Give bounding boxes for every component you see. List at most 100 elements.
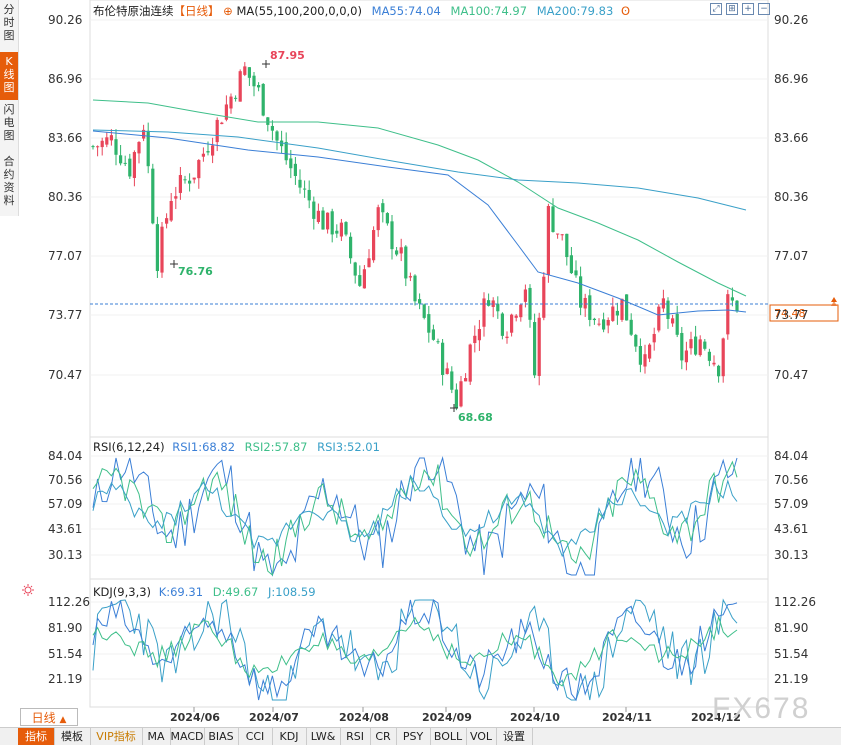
low-marker-label-2: 68.68 (458, 411, 493, 424)
date-axis-label: 2024/07 (249, 711, 299, 724)
watermark-logo: FX678 (712, 692, 811, 725)
candle-body (96, 146, 100, 148)
candle-body (666, 300, 670, 319)
candle-body (694, 336, 698, 355)
ma-settings-label[interactable]: MA(55,100,200,0,0,0) (236, 4, 362, 18)
candle-body (316, 210, 320, 222)
tab-contract-info[interactable]: 合约资料 (0, 152, 18, 216)
current-price-label: 74.48 (774, 307, 806, 320)
price-tick-right: 77.07 (774, 249, 808, 263)
candle-body (698, 339, 702, 356)
indicator-tab-3[interactable]: MA (142, 728, 171, 745)
price-up-arrow-icon (831, 297, 837, 302)
candle-body (427, 314, 431, 333)
candle-body (569, 255, 573, 274)
indicator-tab-14[interactable]: 设置 (496, 728, 533, 745)
kdj-k-value: K:69.31 (158, 585, 204, 599)
period-selector[interactable]: 日线 ▲ (20, 708, 78, 726)
kdj-tick-left: 81.90 (48, 621, 82, 635)
candle-body (220, 122, 224, 125)
indicator-tab-8[interactable]: LW& (306, 728, 341, 745)
ma200-value: MA200:79.83 (536, 4, 614, 18)
candle-body (376, 207, 380, 231)
candle-body (142, 129, 146, 139)
indicator-tab-12[interactable]: BOLL (430, 728, 467, 745)
candle-body (358, 275, 362, 286)
indicator-tab-5[interactable]: BIAS (204, 728, 239, 745)
indicator-tab-0[interactable]: 指标 (18, 728, 55, 745)
candle-body (431, 329, 435, 340)
expand-icon[interactable]: ⊞ (726, 3, 738, 15)
rsi2-value: RSI2:57.87 (244, 440, 308, 454)
candle-body (436, 341, 440, 343)
candle-body (109, 135, 113, 141)
date-axis-label: 2024/11 (602, 711, 652, 724)
indicator-tab-2[interactable]: VIP指标 (90, 728, 143, 745)
tab-time-chart[interactable]: 分时图 (0, 0, 18, 52)
price-tick-left: 77.07 (48, 249, 82, 263)
rsi-settings-label[interactable]: RSI(6,12,24) (93, 440, 165, 454)
kdj-tick-left: 112.26 (48, 595, 90, 609)
candle-body (519, 304, 523, 318)
candle-body (206, 151, 210, 153)
candle-body (684, 350, 688, 363)
indicator-tab-10[interactable]: CR (370, 728, 397, 745)
indicator-tab-9[interactable]: RSI (340, 728, 371, 745)
candle-body (404, 246, 408, 279)
price-chart[interactable]: 74.48 90.26 86.96 83.66 80.36 77.07 73.77 70.4… (18, 0, 841, 727)
candle-body (597, 323, 601, 325)
candle-body (399, 247, 403, 254)
price-tick-right: 90.26 (774, 13, 808, 27)
kdj-tick-left: 21.19 (48, 672, 82, 686)
rsi-tick-left: 84.04 (48, 449, 82, 463)
rsi-tick-left: 70.56 (48, 473, 82, 487)
indicator-tab-1[interactable]: 模板 (54, 728, 91, 745)
add-icon[interactable]: ⊕ (223, 4, 233, 18)
candle-body (137, 141, 141, 154)
candle-body (602, 319, 606, 330)
candle-body (657, 306, 661, 331)
candle-body (224, 104, 228, 120)
candle-body (730, 297, 734, 301)
candle-body (556, 233, 560, 235)
candle-body (339, 222, 343, 237)
moving-averages (92, 99, 747, 316)
indicator-tab-13[interactable]: VOL (466, 728, 497, 745)
ma55-value: MA55:74.04 (371, 4, 441, 18)
candle-body (307, 189, 311, 201)
low-marker-icon (170, 260, 178, 268)
kdj-settings-label[interactable]: KDJ(9,3,3) (93, 585, 152, 599)
zoom-out-icon[interactable]: − (758, 3, 770, 15)
indicator-tab-6[interactable]: CCI (238, 728, 273, 745)
rsi1-line (92, 456, 738, 577)
sun-settings-icon[interactable] (22, 584, 34, 596)
candle-body (703, 341, 707, 349)
candle-body (372, 230, 376, 261)
rsi1-value: RSI1:68.82 (172, 440, 236, 454)
kdj-header: KDJ(9,3,3) K:69.31 D:49.67 J:108.59 (93, 585, 316, 599)
indicator-tab-7[interactable]: KDJ (272, 728, 307, 745)
candle-body (243, 66, 247, 75)
fullscreen-icon[interactable]: ⤢ (710, 3, 722, 15)
kdj-tick-right: 51.54 (774, 647, 808, 661)
price-tick-right: 80.36 (774, 190, 808, 204)
indicator-tab-4[interactable]: MACD (170, 728, 205, 745)
zoom-in-icon[interactable]: + (742, 3, 754, 15)
rsi3-value: RSI3:52.01 (317, 440, 380, 454)
candlesticks (91, 62, 739, 411)
candle-body (533, 322, 537, 376)
candle-body (146, 130, 150, 167)
candle-body (574, 270, 578, 276)
candle-body (560, 234, 564, 236)
indicator-tab-11[interactable]: PSY (396, 728, 431, 745)
close-ma-icon[interactable]: ʘ (620, 4, 630, 18)
tab-flash-chart[interactable]: 闪电图 (0, 100, 18, 152)
candle-body (270, 126, 274, 131)
candle-body (505, 336, 509, 339)
candle-body (500, 313, 504, 336)
price-tick-left: 73.77 (48, 308, 82, 322)
candle-body (252, 75, 256, 87)
candle-body (100, 140, 104, 148)
